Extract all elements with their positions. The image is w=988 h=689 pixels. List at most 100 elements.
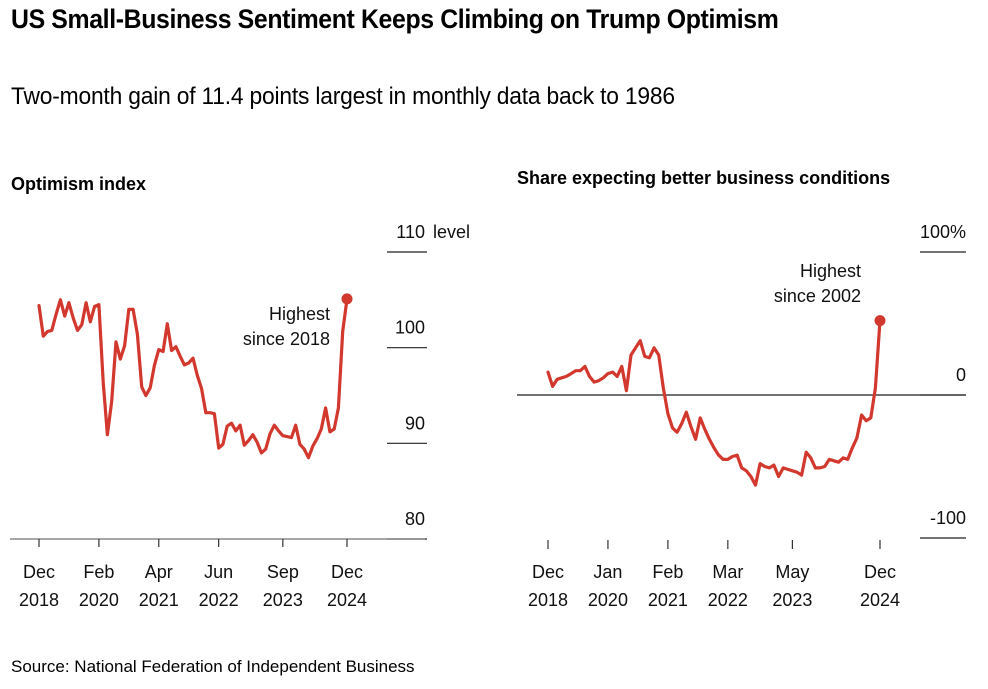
data-point bbox=[85, 302, 87, 304]
data-point bbox=[68, 302, 70, 304]
data-point bbox=[810, 457, 812, 459]
data-point bbox=[72, 317, 74, 319]
data-point bbox=[63, 315, 65, 317]
data-point bbox=[773, 464, 775, 466]
data-point bbox=[333, 428, 335, 430]
data-point bbox=[814, 467, 816, 469]
x-tick-label-month: May bbox=[775, 562, 809, 582]
data-point bbox=[55, 313, 57, 315]
data-point bbox=[282, 434, 284, 436]
data-point bbox=[123, 345, 125, 347]
data-point bbox=[722, 458, 724, 460]
data-point bbox=[115, 341, 117, 343]
data-point bbox=[727, 458, 729, 460]
data-point bbox=[847, 458, 849, 460]
data-point bbox=[273, 424, 275, 426]
annotation-line2: since 2018 bbox=[243, 329, 330, 349]
data-point bbox=[598, 380, 600, 382]
data-point bbox=[865, 420, 867, 422]
data-point bbox=[132, 308, 134, 310]
data-point bbox=[183, 364, 185, 366]
data-point bbox=[128, 308, 130, 310]
data-point bbox=[579, 369, 581, 371]
data-point bbox=[243, 444, 245, 446]
data-point bbox=[320, 428, 322, 430]
y-tick-label: 80 bbox=[405, 509, 425, 529]
data-point bbox=[791, 470, 793, 472]
data-point bbox=[136, 333, 138, 335]
x-tick-label-year: 2021 bbox=[139, 590, 179, 610]
x-tick-label-year: 2020 bbox=[588, 590, 628, 610]
y-tick-label: 100 bbox=[395, 318, 425, 338]
data-point bbox=[51, 329, 53, 331]
y-tick-label: -100 bbox=[930, 508, 966, 528]
data-point bbox=[777, 475, 779, 477]
data-point bbox=[653, 347, 655, 349]
data-point bbox=[324, 407, 326, 409]
data-point bbox=[750, 475, 752, 477]
data-point bbox=[170, 349, 172, 351]
data-point bbox=[574, 369, 576, 371]
data-point bbox=[217, 447, 219, 449]
data-point bbox=[662, 387, 664, 389]
data-point bbox=[179, 355, 181, 357]
x-tick-label-month: Dec bbox=[23, 562, 55, 582]
data-point bbox=[209, 412, 211, 414]
data-point bbox=[140, 386, 142, 388]
data-point bbox=[745, 470, 747, 472]
data-point bbox=[98, 303, 100, 305]
annotation-line1: Highest bbox=[800, 261, 861, 281]
data-point bbox=[153, 364, 155, 366]
left-panel-title: Optimism index bbox=[11, 174, 147, 194]
data-point bbox=[213, 412, 215, 414]
data-point bbox=[833, 460, 835, 462]
data-point bbox=[823, 465, 825, 467]
data-point bbox=[588, 375, 590, 377]
data-point bbox=[764, 465, 766, 467]
data-point bbox=[286, 435, 288, 437]
data-point bbox=[175, 346, 177, 348]
data-point bbox=[149, 387, 151, 389]
x-tick-label-month: Jun bbox=[204, 562, 233, 582]
data-point bbox=[235, 430, 237, 432]
data-point bbox=[196, 374, 198, 376]
data-point bbox=[625, 390, 627, 392]
data-point bbox=[145, 394, 147, 396]
data-point bbox=[685, 411, 687, 413]
annotation-line2: since 2002 bbox=[774, 286, 861, 306]
data-point bbox=[269, 433, 271, 435]
data-point bbox=[76, 329, 78, 331]
data-point bbox=[222, 443, 224, 445]
data-point bbox=[188, 362, 190, 364]
data-point bbox=[299, 443, 301, 445]
data-point bbox=[837, 461, 839, 463]
data-point bbox=[277, 430, 279, 432]
data-point bbox=[192, 357, 194, 359]
x-tick-label-year: 2022 bbox=[199, 590, 239, 610]
data-point bbox=[630, 354, 632, 356]
x-tick-label-year: 2024 bbox=[860, 590, 900, 610]
data-point bbox=[89, 321, 91, 323]
data-point bbox=[307, 456, 309, 458]
data-point bbox=[731, 455, 733, 457]
x-tick-label-year: 2018 bbox=[19, 590, 59, 610]
y-tick-label: 100% bbox=[920, 222, 966, 242]
data-point bbox=[713, 447, 715, 449]
y-tick-label: 0 bbox=[956, 365, 966, 385]
data-point bbox=[787, 468, 789, 470]
x-tick-label-year: 2023 bbox=[263, 590, 303, 610]
data-point bbox=[805, 451, 807, 453]
source-note: Source: National Federation of Independe… bbox=[11, 657, 415, 676]
x-tick-label-month: Apr bbox=[145, 562, 173, 582]
data-point bbox=[290, 436, 292, 438]
data-point bbox=[111, 400, 113, 402]
x-tick-label-year: 2020 bbox=[79, 590, 119, 610]
x-tick-label-month: Dec bbox=[532, 562, 564, 582]
data-point bbox=[265, 448, 267, 450]
data-point bbox=[676, 431, 678, 433]
data-point bbox=[657, 354, 659, 356]
data-point bbox=[602, 377, 604, 379]
data-point bbox=[694, 438, 696, 440]
data-point bbox=[611, 371, 613, 373]
